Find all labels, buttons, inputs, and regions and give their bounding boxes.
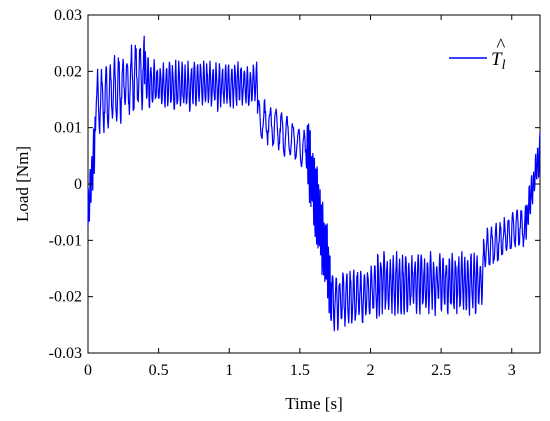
y-axis: -0.03 -0.02 -0.01 0 0.01 0.02 0.03 — [49, 7, 540, 362]
y-tick-label: 0.02 — [54, 63, 82, 80]
legend-base: T — [491, 49, 503, 70]
series-line — [87, 35, 541, 332]
x-tick-label: 0.5 — [149, 362, 169, 379]
legend-subscript: l — [502, 58, 506, 73]
x-tick-label: 0 — [84, 362, 92, 379]
y-tick-label: -0.03 — [49, 345, 82, 362]
plot-area — [87, 14, 541, 354]
legend: Tl ^ — [449, 35, 506, 73]
x-axis-label: Time [s] — [285, 394, 342, 413]
y-tick-label: 0.03 — [54, 7, 82, 24]
y-tick-label: 0 — [74, 176, 82, 193]
legend-hat: ^ — [496, 35, 506, 56]
y-tick-label: -0.01 — [49, 232, 82, 249]
y-axis-label: Load [Nm] — [13, 146, 32, 222]
x-axis: 0 0.5 1 1.5 2 2.5 3 — [84, 15, 516, 379]
x-tick-label: 2.5 — [431, 362, 451, 379]
x-tick-label: 2 — [367, 362, 375, 379]
y-tick-label: 0.01 — [54, 120, 82, 137]
y-tick-label: -0.02 — [49, 289, 82, 306]
legend-label: Tl — [491, 49, 506, 73]
x-tick-label: 1.5 — [290, 362, 310, 379]
x-tick-label: 1 — [225, 362, 233, 379]
x-tick-label: 3 — [508, 362, 516, 379]
